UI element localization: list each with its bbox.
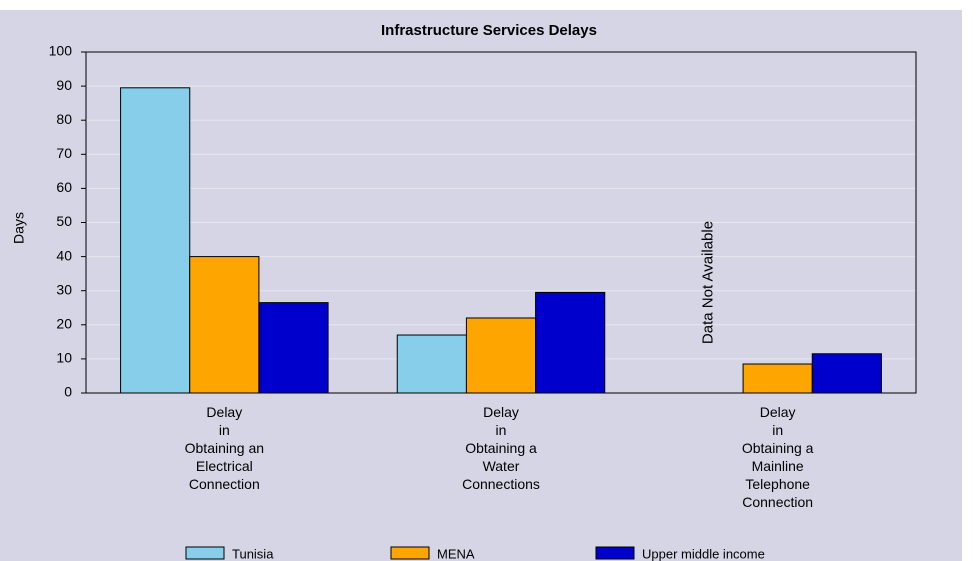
annotation: Data Not Available [699, 221, 716, 344]
y-tick-label: 90 [56, 77, 72, 93]
bar [120, 87, 191, 394]
bar [811, 353, 882, 394]
legend-swatch [390, 546, 430, 560]
bar [535, 291, 606, 394]
y-axis-label: Days [11, 212, 27, 244]
y-tick-label: 40 [56, 247, 72, 263]
bar [742, 363, 813, 394]
y-tick-label: 60 [56, 179, 72, 195]
legend-label: Upper middle income [642, 546, 765, 561]
x-tick-label: Delay in Obtaining a Water Connections [462, 404, 540, 492]
bar [189, 256, 260, 394]
legend-label: MENA [437, 546, 475, 561]
x-tick-label: Delay in Obtaining an Electrical Connect… [184, 404, 265, 492]
bar [465, 317, 537, 394]
y-tick-label: 0 [64, 384, 72, 400]
y-tick-label: 80 [56, 111, 72, 127]
chart-title: Infrastructure Services Delays [381, 22, 597, 39]
y-tick-label: 10 [56, 350, 72, 366]
y-tick-label: 20 [56, 316, 72, 332]
bar [258, 302, 329, 394]
y-tick-label: 50 [56, 213, 72, 229]
x-tick-label: Delay in Obtaining a Mainline Telephone … [741, 404, 814, 510]
y-tick-label: 30 [56, 281, 72, 297]
legend-label: Tunisia [232, 546, 274, 561]
y-tick-label: 70 [56, 145, 72, 161]
legend-swatch [185, 546, 225, 560]
legend-swatch [595, 546, 635, 560]
y-tick-label: 100 [49, 43, 73, 59]
bar [396, 334, 467, 394]
